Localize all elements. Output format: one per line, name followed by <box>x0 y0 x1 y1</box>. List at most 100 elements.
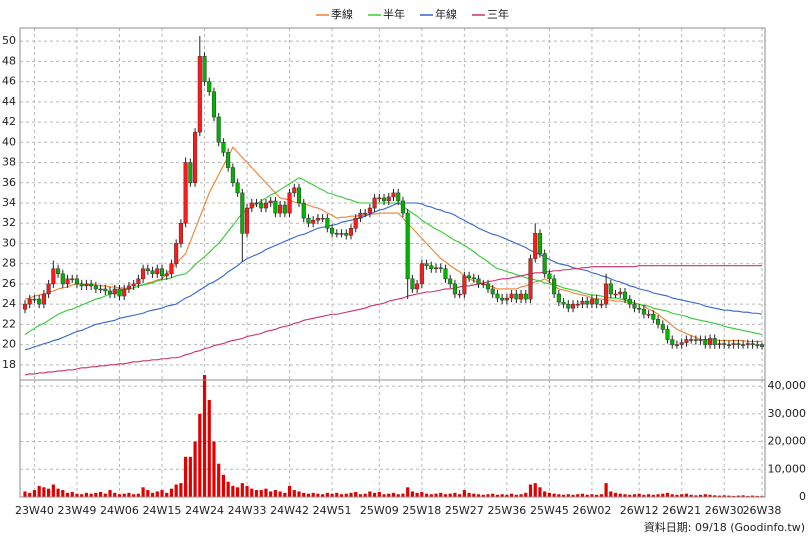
volume-bar <box>368 491 372 497</box>
volume-bar <box>373 492 377 497</box>
candle-body <box>608 283 613 295</box>
candle-body <box>244 207 250 234</box>
candle-body <box>599 303 604 306</box>
candle-body <box>665 329 670 340</box>
volume-bar <box>689 494 693 497</box>
candle-body <box>89 283 94 287</box>
volume-bar <box>339 494 344 497</box>
candle-body <box>684 339 689 343</box>
volume-bar <box>226 481 230 497</box>
volume-bar <box>160 490 164 497</box>
candle-body <box>249 202 254 209</box>
volume-bar <box>250 488 254 497</box>
volume-bar <box>609 491 613 497</box>
volume-bar <box>595 494 599 497</box>
volume-bar <box>330 493 334 497</box>
candle-body <box>528 258 533 300</box>
volume-bar <box>235 487 240 497</box>
candle-body <box>221 142 226 153</box>
volume-bar <box>132 494 136 497</box>
volume-panel <box>20 380 765 497</box>
volume-bar <box>684 493 689 497</box>
candle-body <box>112 288 117 295</box>
volume-bar <box>439 492 443 497</box>
candle-body <box>561 301 566 305</box>
candle-body <box>292 187 297 194</box>
volume-bar <box>458 494 462 497</box>
x-tick-label: 24W24 <box>185 504 224 517</box>
volume-bar <box>358 494 363 497</box>
y-tick-label: 36 <box>2 176 16 189</box>
y-tick-label: 46 <box>2 75 16 88</box>
volume-bar <box>543 491 547 497</box>
candle-body <box>594 298 599 305</box>
volume-bar <box>613 492 618 497</box>
candle-body <box>141 268 146 280</box>
candle-body <box>348 228 354 236</box>
candle-body <box>386 196 391 202</box>
volume-bar <box>571 494 575 497</box>
candle-body <box>656 319 661 325</box>
candle-body <box>216 116 221 143</box>
volume-bar <box>476 494 481 497</box>
volume-bar <box>448 493 452 497</box>
y-tick-label: 32 <box>2 216 16 229</box>
volume-bar <box>708 494 712 497</box>
candle-body <box>193 131 198 184</box>
candle-body <box>533 233 538 259</box>
volume-bar <box>642 494 646 497</box>
price-panel <box>20 28 765 380</box>
candle-body <box>273 200 278 214</box>
volume-bar <box>179 483 183 497</box>
volume-bar <box>42 487 46 497</box>
volume-bar <box>65 492 70 497</box>
volume-bar <box>122 493 126 497</box>
candle-body <box>178 222 183 244</box>
candle-body <box>131 283 136 287</box>
candle-body <box>278 204 283 214</box>
volume-bar <box>240 483 244 497</box>
candle-body <box>542 253 547 275</box>
candle-body <box>627 298 632 305</box>
candle-body <box>382 197 387 202</box>
volume-bar <box>344 493 348 497</box>
x-tick-label: 23W40 <box>15 504 54 517</box>
volume-bar <box>561 494 566 497</box>
candle-body <box>674 344 680 346</box>
volume-bar <box>269 491 273 497</box>
volume-bar <box>382 494 386 497</box>
volume-bar <box>32 490 37 497</box>
volume-bar <box>703 494 707 497</box>
candle-body <box>136 278 141 285</box>
candle-body <box>693 339 698 341</box>
candle-body <box>32 298 37 301</box>
y-tick-label: 40 <box>2 135 16 148</box>
candle-body <box>268 200 273 204</box>
candle-body <box>363 212 368 215</box>
y-tick-label: 42 <box>2 115 16 128</box>
volume-bar <box>217 463 221 497</box>
candle-body <box>306 217 311 224</box>
source-note: 資料日期: 09/18 (Goodinfo.tw) <box>644 520 805 534</box>
candle-body <box>717 343 722 345</box>
candle-body <box>537 233 543 254</box>
volume-bar <box>221 474 226 497</box>
volume-bar <box>297 491 301 497</box>
volume-bar <box>150 492 155 497</box>
candle-body <box>722 343 727 345</box>
volume-bar <box>61 490 65 497</box>
ma-line <box>24 265 762 376</box>
candle-body <box>230 167 235 184</box>
volume-bar <box>552 493 556 497</box>
x-tick-label: 25W09 <box>360 504 399 517</box>
x-tick-label: 25W18 <box>402 504 441 517</box>
volume-bar <box>396 494 400 497</box>
volume-bar <box>755 495 759 497</box>
volume-bar <box>495 494 500 497</box>
volume-bar <box>141 487 145 497</box>
volume-bar <box>377 492 381 497</box>
candle-body <box>424 263 429 266</box>
candle-body <box>358 212 363 219</box>
